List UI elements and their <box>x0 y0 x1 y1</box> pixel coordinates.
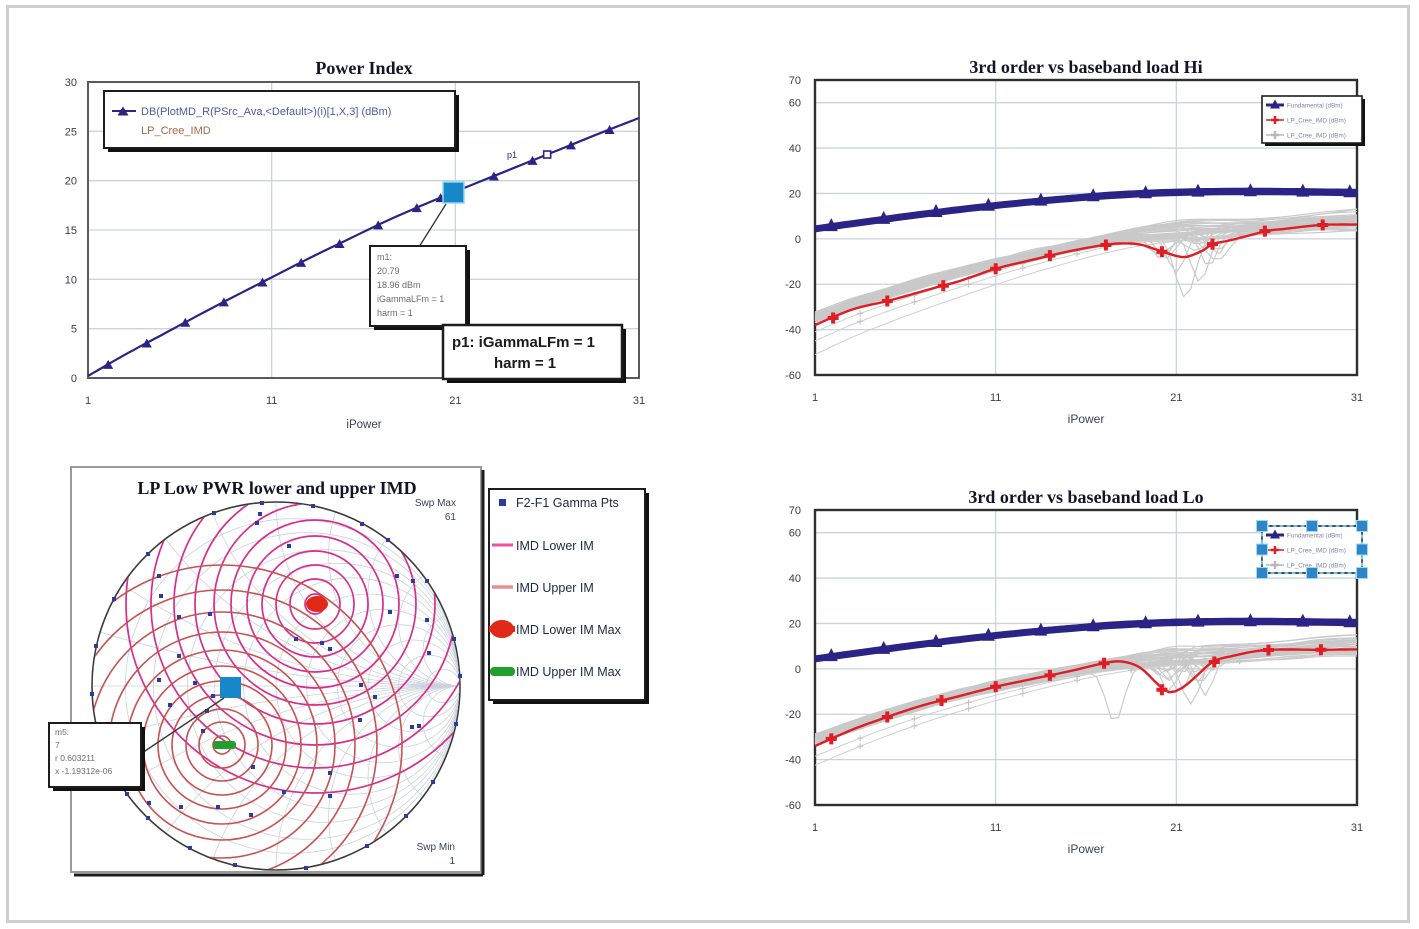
svg-text:-40: -40 <box>785 755 801 767</box>
svg-text:7: 7 <box>55 740 60 750</box>
svg-text:25: 25 <box>65 126 77 138</box>
svg-text:1: 1 <box>812 392 818 404</box>
svg-text:0: 0 <box>795 234 801 246</box>
svg-text:31: 31 <box>633 395 645 407</box>
svg-text:60: 60 <box>789 528 801 540</box>
svg-text:LP_Cree_IMD (dBm): LP_Cree_IMD (dBm) <box>1287 118 1346 125</box>
svg-text:iPower: iPower <box>346 419 381 431</box>
svg-text:3rd order vs baseband load Lo: 3rd order vs baseband load Lo <box>968 487 1203 507</box>
svg-text:1: 1 <box>85 395 91 407</box>
svg-text:Swp Max: Swp Max <box>415 498 456 509</box>
svg-text:15: 15 <box>65 225 77 237</box>
svg-text:21: 21 <box>1170 392 1182 404</box>
svg-text:0: 0 <box>71 373 77 385</box>
svg-text:21: 21 <box>1170 822 1182 834</box>
svg-text:IMD Lower IM Max: IMD Lower IM Max <box>516 623 622 637</box>
svg-text:-60: -60 <box>785 800 801 812</box>
svg-text:LP_Cree_IMD: LP_Cree_IMD <box>141 125 211 137</box>
svg-text:70: 70 <box>789 505 801 517</box>
svg-text:5: 5 <box>71 324 77 336</box>
svg-text:-40: -40 <box>785 325 801 337</box>
svg-text:Power Index: Power Index <box>315 58 412 78</box>
svg-text:3rd order vs baseband load Hi: 3rd order vs baseband load Hi <box>969 57 1202 77</box>
svg-text:p1: p1 <box>507 150 517 160</box>
svg-text:-20: -20 <box>785 709 801 721</box>
svg-text:40: 40 <box>789 573 801 585</box>
svg-text:Swp Min: Swp Min <box>417 842 455 853</box>
svg-text:-20: -20 <box>785 279 801 291</box>
svg-text:1: 1 <box>812 822 818 834</box>
svg-text:x -1.19312e-06: x -1.19312e-06 <box>55 766 112 776</box>
svg-text:m5:: m5: <box>55 727 69 737</box>
svg-text:Fundamental (dBm): Fundamental (dBm) <box>1287 533 1343 540</box>
svg-text:10: 10 <box>65 274 77 286</box>
svg-text:LP_Cree_IMD (dBm): LP_Cree_IMD (dBm) <box>1287 548 1346 555</box>
svg-text:1: 1 <box>449 856 455 867</box>
svg-text:harm = 1: harm = 1 <box>494 355 556 372</box>
svg-text:iPower: iPower <box>1068 842 1105 856</box>
svg-text:21: 21 <box>449 395 461 407</box>
svg-text:20: 20 <box>65 176 77 188</box>
svg-text:harm = 1: harm = 1 <box>377 308 413 318</box>
svg-text:IMD Upper IM: IMD Upper IM <box>516 581 594 595</box>
svg-text:11: 11 <box>266 395 277 407</box>
svg-text:IMD Lower IM: IMD Lower IM <box>516 539 594 553</box>
svg-text:-60: -60 <box>785 370 801 382</box>
svg-text:20: 20 <box>789 188 801 200</box>
svg-text:LP_Cree_IMD (dBm): LP_Cree_IMD (dBm) <box>1287 133 1346 140</box>
svg-text:F2-F1 Gamma Pts: F2-F1 Gamma Pts <box>516 496 619 510</box>
svg-text:31: 31 <box>1351 392 1363 404</box>
svg-text:18.96 dBm: 18.96 dBm <box>377 280 421 290</box>
svg-text:40: 40 <box>789 143 801 155</box>
svg-text:30: 30 <box>65 77 77 89</box>
svg-text:11: 11 <box>990 392 1001 404</box>
svg-text:m1:: m1: <box>377 252 392 262</box>
svg-text:20.79: 20.79 <box>377 266 400 276</box>
svg-text:61: 61 <box>445 512 457 523</box>
svg-text:LP_Cree_IMD (dBm): LP_Cree_IMD (dBm) <box>1287 563 1346 570</box>
svg-text:r 0.603211: r 0.603211 <box>55 753 95 763</box>
svg-text:60: 60 <box>789 98 801 110</box>
svg-text:p1: iGammaLFm = 1: p1: iGammaLFm = 1 <box>452 334 595 351</box>
svg-text:DB(PlotMD_R(PSrc_Ava,<Default>: DB(PlotMD_R(PSrc_Ava,<Default>)(i)[1,X,3… <box>141 106 391 118</box>
svg-text:31: 31 <box>1351 822 1363 834</box>
svg-text:Fundamental (dBm): Fundamental (dBm) <box>1287 103 1343 110</box>
svg-text:iPower: iPower <box>1068 412 1105 426</box>
svg-text:11: 11 <box>990 822 1001 834</box>
svg-text:20: 20 <box>789 618 801 630</box>
svg-text:70: 70 <box>789 75 801 87</box>
svg-text:LP Low PWR lower and upper IMD: LP Low PWR lower and upper IMD <box>137 478 416 498</box>
svg-text:IMD Upper IM Max: IMD Upper IM Max <box>516 665 622 679</box>
svg-text:iGammaLFm = 1: iGammaLFm = 1 <box>377 294 444 304</box>
svg-text:0: 0 <box>795 664 801 676</box>
